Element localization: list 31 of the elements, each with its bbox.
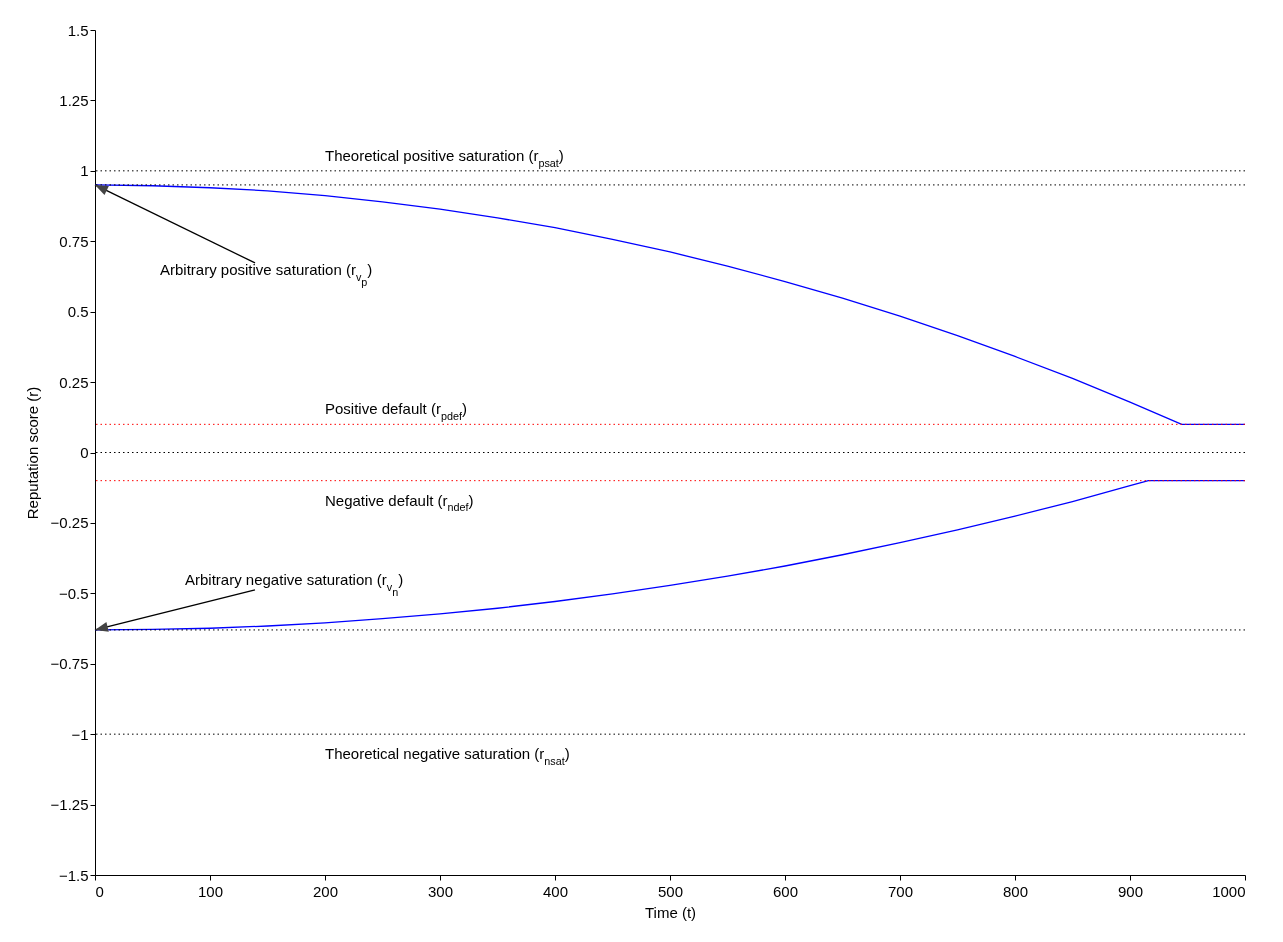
y-tick-label: −0.75 [50,655,89,673]
y-tick-label: 1 [80,162,89,180]
y-tick-label: −0.5 [58,584,89,602]
y-tick-label: 0.5 [67,303,89,321]
ref-line-label: Theoretical positive saturation (r$_{psat}$) [325,146,564,169]
ref-line-label: Negative default (r$_{ndef}$) [325,491,474,514]
x-tick-label: 200 [312,882,339,900]
x-tick-label: 0 [95,882,104,900]
y-tick-label: −0.25 [50,514,89,532]
y-axis-title: Reputation score (r) [23,386,41,520]
y-tick-label: −1.5 [58,866,89,884]
y-tick-label: 0.75 [59,232,89,250]
x-tick-label: 800 [1002,882,1029,900]
x-tick-label: 300 [427,882,454,900]
y-tick-label: 1.25 [59,91,89,109]
ref-line-label: Theoretical negative saturation (r$_{nsat}$) [325,745,570,767]
y-tick-label: 0 [80,444,89,461]
y-tick-label: 0.25 [59,373,89,391]
x-tick-label: 100 [197,882,224,900]
y-tick-label: −1 [71,725,89,743]
line-series [94,480,1246,631]
x-tick-label: 400 [542,882,569,900]
y-tick-label: 1.5 [67,21,89,39]
y-tick-label: −1.25 [50,796,89,814]
x-tick-label: 900 [1117,882,1144,900]
x-tick-label: 500 [657,882,684,900]
x-tick-label: 1000 [1212,882,1246,900]
x-axis-title: Time (t) [644,903,697,921]
x-tick-label: 700 [887,882,914,900]
x-tick-label: 600 [772,882,799,900]
ref-line-label: Positive default (r$_{pdef}$) [325,400,467,423]
